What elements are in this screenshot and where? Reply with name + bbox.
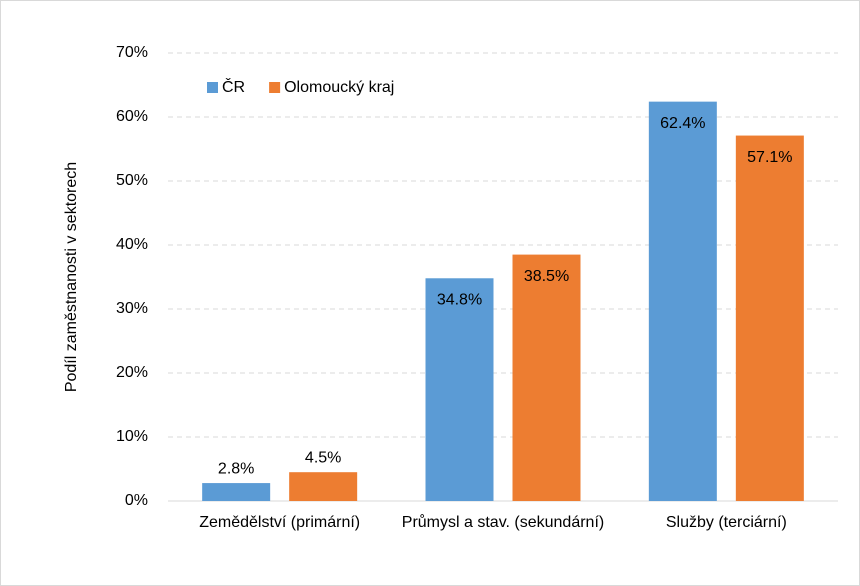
y-tick-label: 20% bbox=[116, 364, 148, 381]
y-tick-label: 60% bbox=[116, 108, 148, 125]
bar bbox=[648, 101, 717, 501]
bar bbox=[735, 135, 804, 501]
y-tick-label: 30% bbox=[116, 300, 148, 317]
bar bbox=[289, 472, 358, 501]
x-tick-label: Průmysl a stav. (sekundární) bbox=[401, 514, 605, 531]
data-label: 4.5% bbox=[305, 449, 341, 466]
y-axis-title: Podíl zaměstnanosti v sektorech bbox=[63, 162, 80, 392]
y-tick-label: 50% bbox=[116, 172, 148, 189]
y-tick-label: 70% bbox=[116, 44, 148, 61]
legend-swatch bbox=[207, 82, 218, 93]
data-label: 2.8% bbox=[218, 460, 254, 477]
bar bbox=[425, 278, 494, 501]
legend-label: ČR bbox=[222, 77, 245, 96]
y-tick-label: 0% bbox=[125, 492, 148, 509]
x-tick-label: Zemědělství (primární) bbox=[199, 514, 361, 531]
data-label: 38.5% bbox=[524, 268, 569, 285]
legend-label: Olomoucký kraj bbox=[284, 79, 394, 96]
bar bbox=[512, 254, 581, 501]
y-tick-label: 40% bbox=[116, 236, 148, 253]
y-tick-label: 10% bbox=[116, 428, 148, 445]
x-tick-label-box: Průmysl a stav. (sekundární) bbox=[401, 514, 605, 531]
data-label: 62.4% bbox=[660, 115, 705, 132]
legend-swatch bbox=[269, 82, 281, 93]
data-label: 34.8% bbox=[437, 291, 482, 308]
data-label: 57.1% bbox=[747, 149, 792, 166]
bar bbox=[202, 483, 271, 501]
x-tick-label-box: Služby (terciární) bbox=[665, 514, 787, 531]
x-tick-label: Služby (terciární) bbox=[665, 514, 787, 531]
x-tick-label-box: Zemědělství (primární) bbox=[199, 514, 361, 531]
